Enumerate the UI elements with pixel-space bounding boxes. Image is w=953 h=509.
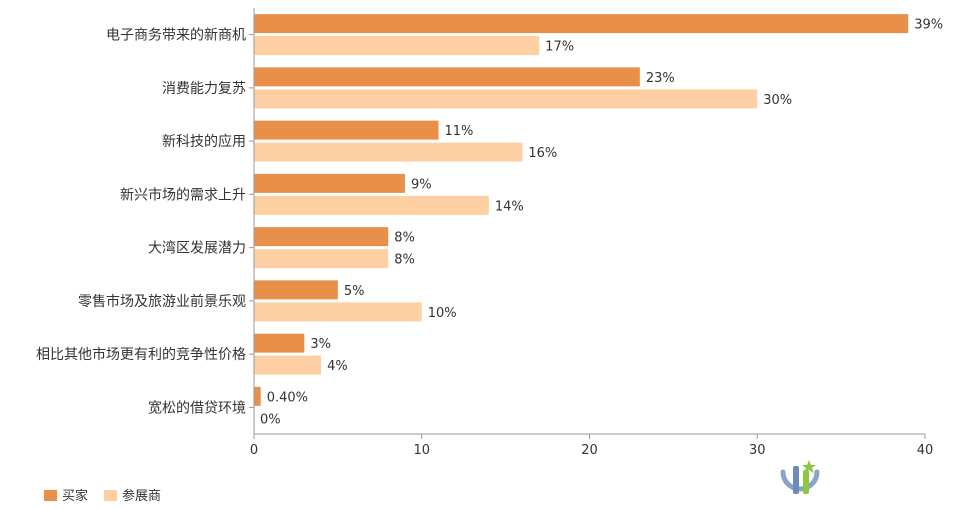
bar-buyer (254, 120, 439, 140)
bar-buyer (254, 280, 338, 300)
data-label: 5% (344, 284, 365, 299)
category-label: 相比其他市场更有利的竞争性价格 (36, 346, 246, 363)
category-label: 消费能力复苏 (162, 80, 246, 97)
bar-exhibitor (254, 195, 489, 215)
data-label: 9% (411, 177, 432, 192)
legend: 买家 参展商 (44, 488, 161, 504)
data-label: 30% (763, 93, 792, 108)
category-label: 电子商务带来的新商机 (106, 28, 246, 44)
legend-label: 参展商 (122, 488, 161, 504)
bar-exhibitor (254, 142, 523, 162)
bar-buyer (254, 14, 909, 34)
legend-swatch (44, 490, 57, 501)
data-label: 8% (394, 253, 415, 268)
data-label: 11% (445, 124, 474, 139)
category-labels: 电子商务带来的新商机消费能力复苏新科技的应用新兴市场的需求上升大湾区发展潜力零售… (36, 28, 246, 417)
x-tick-label: 40 (917, 443, 934, 458)
y-axis-ticks (249, 34, 254, 408)
category-label: 新科技的应用 (162, 133, 246, 150)
bar-buyer (254, 333, 305, 353)
data-label: 4% (327, 359, 348, 374)
x-axis-ticks: 0 10 20 30 40 (250, 434, 933, 458)
bar-exhibitor (254, 89, 758, 109)
bar-buyer (254, 173, 405, 193)
x-tick-label: 30 (749, 443, 766, 458)
data-label: 0% (260, 412, 281, 427)
bar-exhibitor (254, 36, 540, 56)
data-label: 0.40% (267, 390, 308, 405)
data-label: 39% (914, 18, 943, 33)
category-label: 新兴市场的需求上升 (120, 186, 246, 203)
bars-layer (254, 14, 909, 406)
data-label: 14% (495, 199, 524, 214)
category-label: 大湾区发展潜力 (148, 240, 246, 257)
category-label: 宽松的借贷环境 (148, 399, 246, 416)
x-tick-label: 20 (581, 443, 598, 458)
data-label: 23% (646, 71, 675, 86)
x-tick-label: 0 (250, 443, 258, 458)
data-label: 3% (310, 337, 331, 352)
data-label: 10% (428, 306, 457, 321)
data-label: 8% (394, 231, 415, 246)
value-labels: 39% 17% 23% 30% 11% 16% 9% 14% 8% 8% 5% 10% 3% 4% 0.40… (260, 18, 943, 428)
data-label: 17% (545, 40, 574, 55)
bar-exhibitor (254, 302, 422, 322)
brand-logo (780, 460, 820, 494)
data-label: 16% (528, 146, 557, 161)
bar-exhibitor (254, 249, 389, 269)
legend-swatch (104, 490, 117, 501)
category-label: 零售市场及旅游业前景乐观 (78, 293, 246, 310)
bar-exhibitor (254, 355, 322, 375)
legend-label: 买家 (62, 488, 88, 504)
bar-buyer (254, 386, 261, 406)
x-tick-label: 10 (413, 443, 430, 458)
bar-buyer (254, 67, 640, 87)
bar-buyer (254, 227, 389, 247)
